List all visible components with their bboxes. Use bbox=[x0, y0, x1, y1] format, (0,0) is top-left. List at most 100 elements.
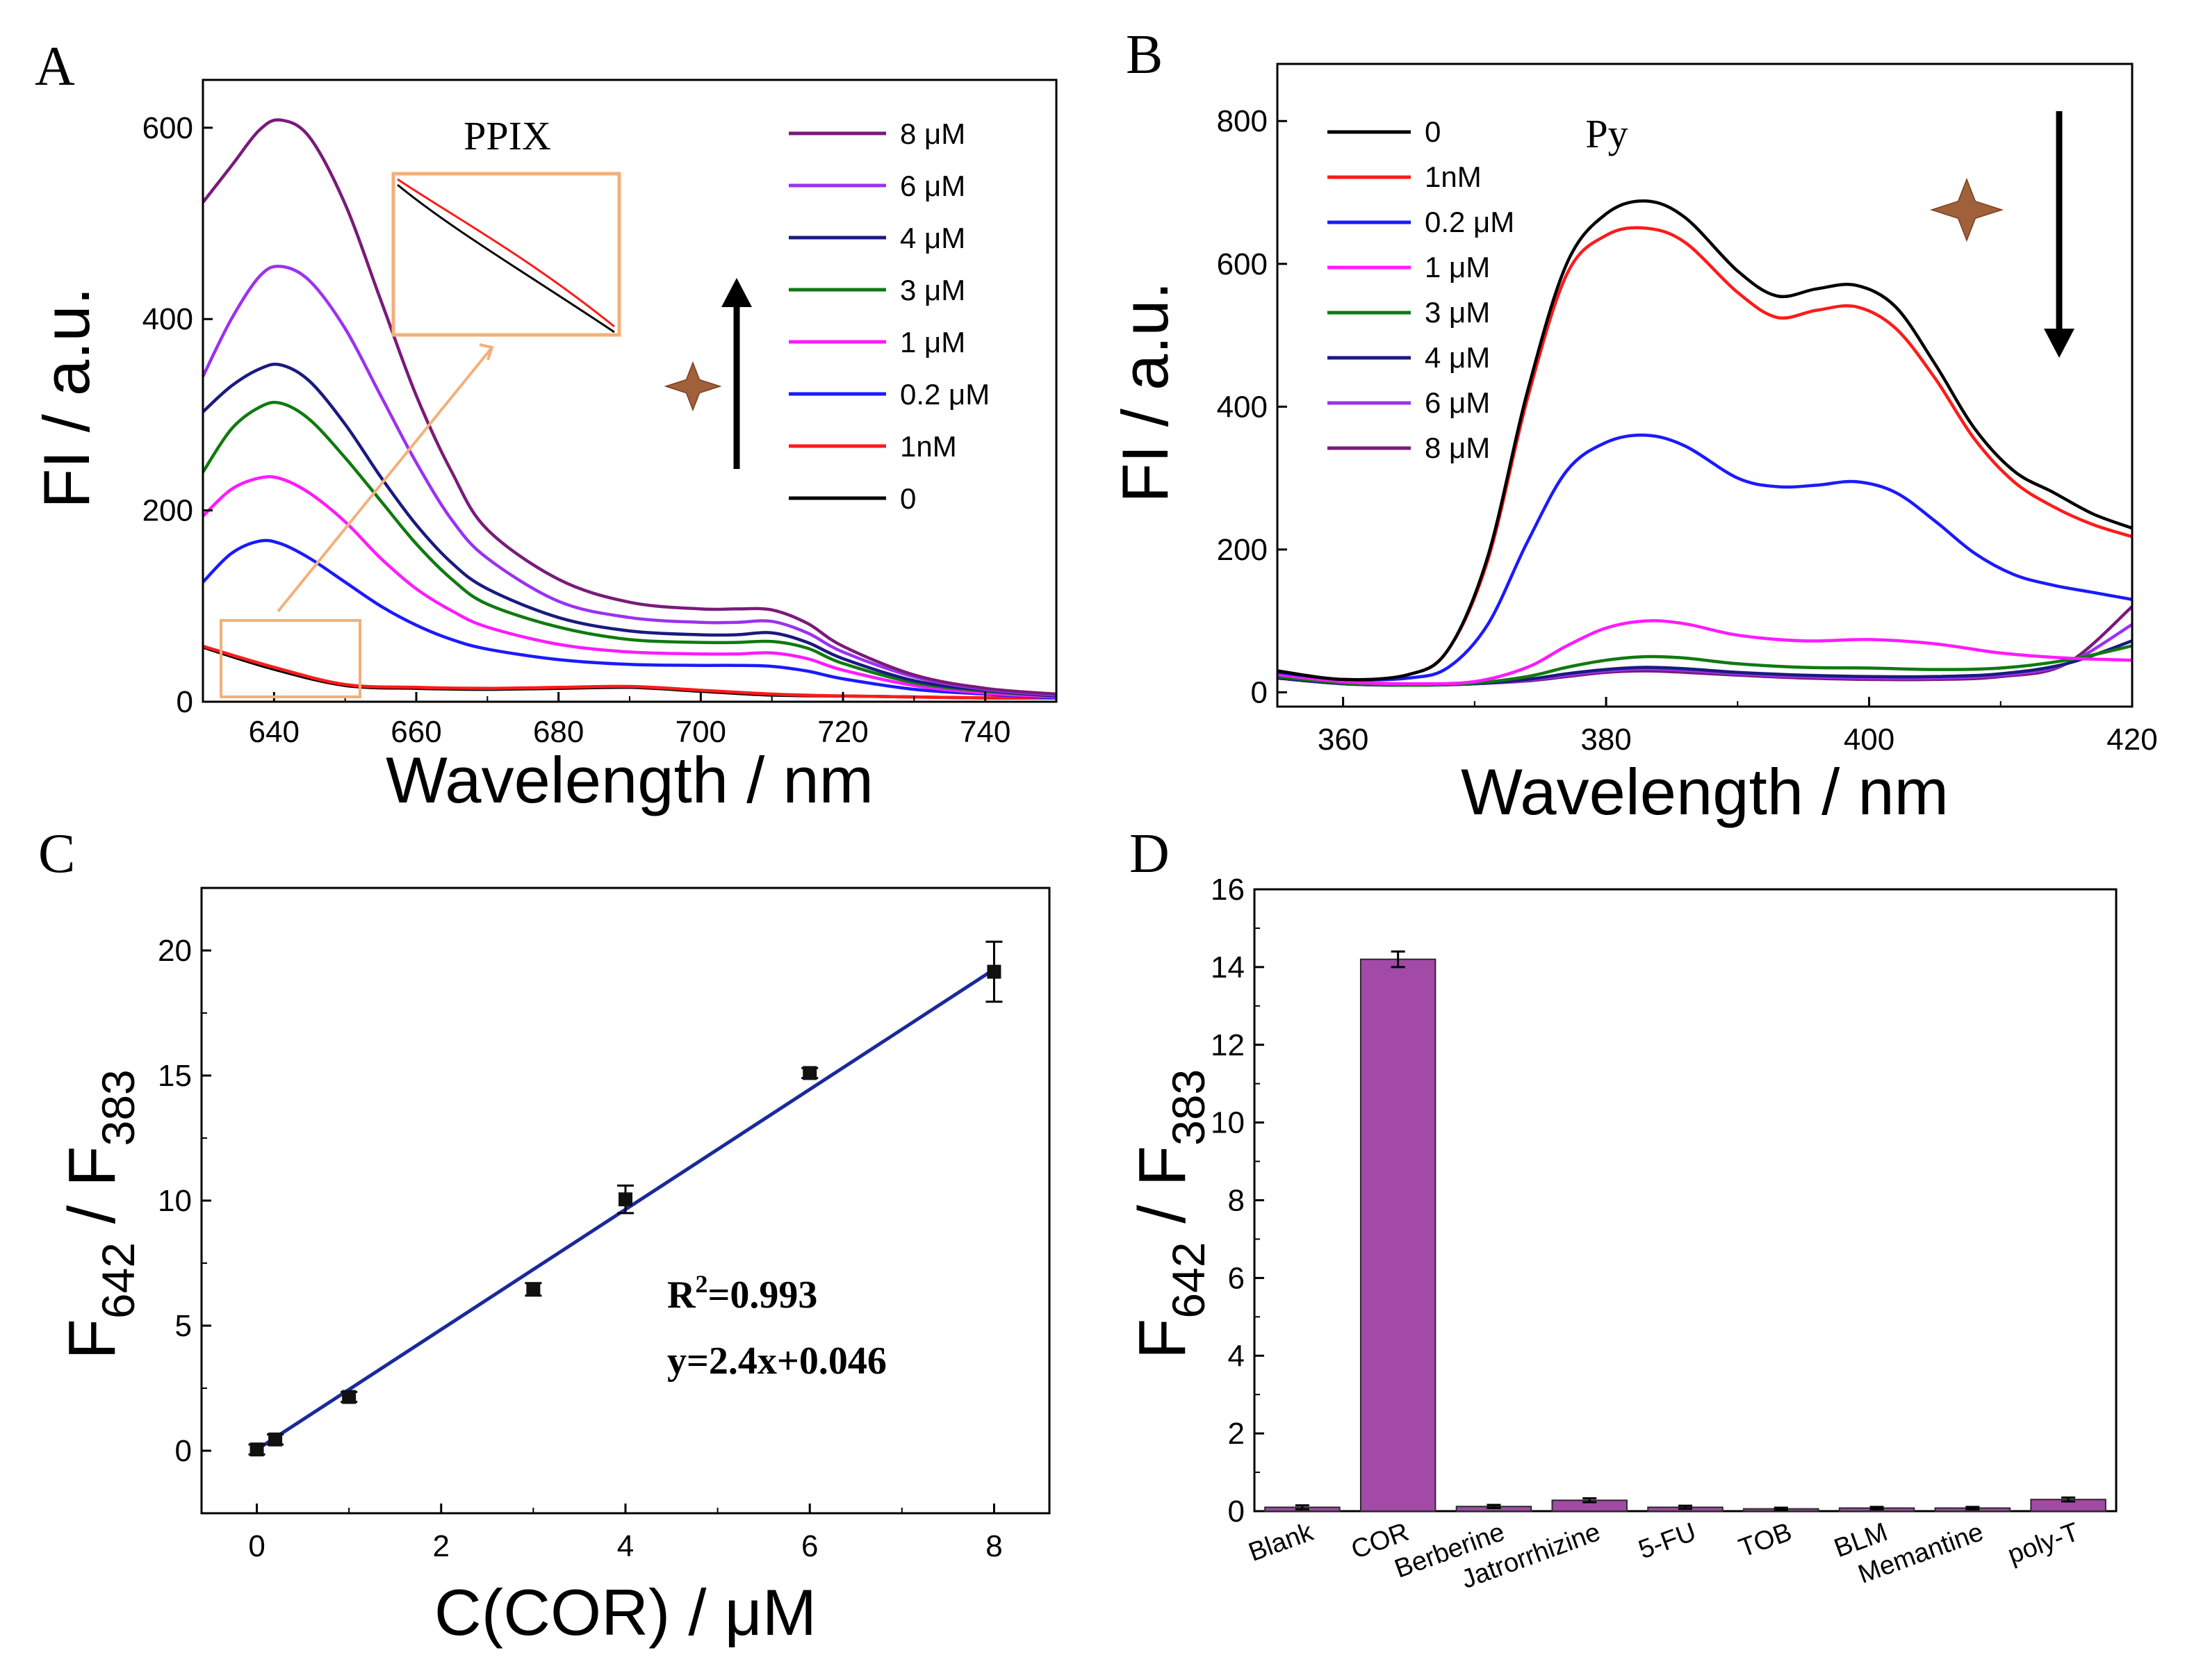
panel-a-legend-label-8: 0 bbox=[900, 482, 916, 515]
panel-c-y-axis-title-part-3: / F bbox=[55, 1146, 129, 1242]
panel-b-series-line-1 bbox=[1277, 199, 2133, 682]
panel-a-series-line-2 bbox=[201, 265, 1057, 697]
panel-b-title: Py bbox=[1585, 111, 1628, 156]
panel-b-y-tick-label-3: 400 bbox=[1217, 390, 1268, 424]
panel-b-legend-label-3: 0.2 μM bbox=[1425, 206, 1514, 238]
panel-a-star-icon bbox=[664, 361, 722, 412]
panel-a-y-tick-label-3: 400 bbox=[142, 302, 193, 336]
panel-c-x-axis-title: C(COR) / μM bbox=[434, 1576, 817, 1649]
panel-c-r-squared-superscript: 2 bbox=[695, 1270, 707, 1298]
panel-a-legend-label-3: 4 μM bbox=[900, 222, 965, 254]
panel-a-y-axis-title: FI / a.u. bbox=[30, 287, 103, 509]
panel-d-y-tick-label-3: 4 bbox=[1228, 1339, 1245, 1373]
panel-b-x-tick-label-3: 400 bbox=[1844, 723, 1894, 757]
panel-d-y-axis-title: F642 / F383 bbox=[1125, 1069, 1214, 1360]
panel-a-x-axis-title: Wavelength / nm bbox=[386, 743, 874, 816]
panel-b-plot-frame bbox=[1276, 63, 2134, 708]
panel-b-legend-label-7: 6 μM bbox=[1425, 386, 1490, 419]
panel-letter-d: D bbox=[1129, 823, 1170, 884]
panel-d-category-label-6: TOB bbox=[1735, 1517, 1796, 1563]
panel-a-legend-label-4: 3 μM bbox=[900, 274, 965, 306]
panel-a-x-tick-label-6: 740 bbox=[960, 715, 1010, 749]
panel-a-x-tick-label-1: 640 bbox=[249, 715, 300, 749]
panel-a-inset-line-1nm bbox=[397, 178, 615, 328]
panel-d-y-tick-label-2: 2 bbox=[1228, 1417, 1245, 1451]
panel-b-x-axis-title: Wavelength / nm bbox=[1461, 755, 1949, 828]
panel-c-data-point-7 bbox=[987, 964, 1001, 979]
panel-a-x-tick-label-5: 720 bbox=[817, 715, 868, 749]
panel-a-x-tick-label-4: 700 bbox=[676, 715, 726, 749]
panel-d-y-tick-label-5: 8 bbox=[1228, 1184, 1245, 1218]
panel-c-y-tick-label-1: 0 bbox=[175, 1434, 192, 1468]
panel-c-r-squared-value: =0.993 bbox=[707, 1274, 817, 1317]
panel-a-series-line-4 bbox=[202, 400, 1057, 698]
panel-a-legend-label-6: 0.2 μM bbox=[900, 378, 990, 411]
panel-b-y-tick-label-1: 0 bbox=[1251, 675, 1268, 709]
panel-c-y-axis-title: F642 / F383 bbox=[55, 1069, 144, 1360]
panel-c-data-point-6 bbox=[803, 1066, 817, 1080]
panel-b-legend-label-6: 4 μM bbox=[1425, 341, 1490, 374]
panel-d-y-tick-label-4: 6 bbox=[1228, 1261, 1245, 1295]
panel-d-y-axis-title-part-2: 642 bbox=[1163, 1242, 1214, 1319]
panel-a-chart: 640 660 680 700 720 740 0 200 400 600 Wavelength /… bbox=[30, 79, 1058, 816]
panel-d-y-axis-title-part-1: F bbox=[1125, 1319, 1200, 1360]
panel-a-x-tick-label-2: 660 bbox=[391, 715, 441, 749]
panel-b-arrow-head bbox=[2044, 329, 2074, 358]
panel-letter-a: A bbox=[35, 36, 75, 97]
panel-a-series-line-3 bbox=[202, 362, 1057, 698]
panel-letter-c: C bbox=[38, 823, 75, 884]
panel-a-series-line-5 bbox=[202, 475, 1057, 699]
panel-c-r-squared-symbol: R bbox=[667, 1274, 696, 1317]
panel-c-data-point-1 bbox=[249, 1442, 264, 1457]
panel-d-category-label-1: Blank bbox=[1245, 1517, 1318, 1567]
panel-a-title: PPIX bbox=[464, 113, 551, 158]
panel-c-chart: 0 2 4 6 805101520R2=0.993y=2.4x+0.046C(COR) … bbox=[55, 887, 1051, 1649]
panel-c-r-squared-text: R2=0.993 bbox=[667, 1270, 817, 1317]
panel-b-series-line-4 bbox=[1277, 619, 2133, 686]
panel-c-data-point-3 bbox=[342, 1390, 357, 1404]
panel-b-x-tick-label-4: 420 bbox=[2106, 723, 2157, 757]
panel-b-chart: 360 380 400 420 0 200 400 600 800 Wavelength / nm… bbox=[1108, 63, 2158, 828]
panel-b-series-line-3 bbox=[1277, 434, 2133, 682]
panel-d-y-tick-label-8: 14 bbox=[1211, 950, 1245, 985]
panel-b-legend-label-5: 3 μM bbox=[1425, 296, 1490, 329]
panel-a-legend-label-2: 6 μM bbox=[900, 170, 965, 202]
panel-b-legend-label-1: 0 bbox=[1425, 115, 1441, 148]
panel-d-bar-2 bbox=[1359, 958, 1436, 1512]
panel-b-series-line-2 bbox=[1277, 226, 2133, 682]
panel-c-x-tick-label-1: 0 bbox=[248, 1529, 265, 1563]
panel-c-y-tick-label-4: 15 bbox=[158, 1059, 192, 1093]
panel-d-y-tick-label-6: 10 bbox=[1211, 1106, 1245, 1140]
panel-c-data-point-5 bbox=[619, 1192, 632, 1207]
panel-a-y-tick-label-4: 600 bbox=[142, 111, 193, 145]
panel-b-legend-label-4: 1 μM bbox=[1425, 251, 1490, 283]
panel-a-y-tick-label-1: 0 bbox=[177, 685, 193, 719]
panel-d-y-axis-title-part-3: / F bbox=[1125, 1146, 1200, 1242]
panel-a-arrow-head bbox=[721, 278, 752, 307]
panel-b-x-tick-label-1: 360 bbox=[1318, 723, 1368, 757]
panel-c-data-point-4 bbox=[526, 1282, 541, 1296]
panel-b-legend-label-2: 1nM bbox=[1425, 160, 1482, 193]
panel-a-zoom-connector-line bbox=[277, 346, 493, 613]
panel-c-y-axis-title-part-4: 383 bbox=[92, 1069, 144, 1146]
panel-d-y-tick-label-7: 12 bbox=[1211, 1028, 1245, 1062]
panel-b-y-tick-label-5: 800 bbox=[1217, 104, 1268, 138]
panel-b-y-tick-label-4: 600 bbox=[1217, 247, 1268, 281]
panel-a-zoom-region-box bbox=[220, 619, 361, 698]
panel-c-x-tick-label-2: 2 bbox=[433, 1529, 450, 1563]
panel-b-x-tick-label-2: 380 bbox=[1580, 723, 1631, 757]
panel-a-series-line-1 bbox=[202, 118, 1057, 696]
panel-b-y-tick-label-2: 200 bbox=[1217, 533, 1268, 567]
panel-c-y-axis-title-part-1: F bbox=[55, 1319, 129, 1360]
panel-c-y-tick-label-5: 20 bbox=[158, 934, 192, 968]
panel-c-x-tick-label-4: 6 bbox=[801, 1529, 818, 1563]
panel-d-category-label-5: 5-FU bbox=[1635, 1517, 1700, 1565]
panel-a-x-tick-label-3: 680 bbox=[533, 715, 584, 749]
panel-c-x-tick-label-5: 8 bbox=[985, 1529, 1002, 1563]
panel-c-y-tick-label-3: 10 bbox=[158, 1184, 192, 1218]
panel-b-legend-label-8: 8 μM bbox=[1425, 431, 1490, 464]
panel-c-data-point-2 bbox=[268, 1432, 283, 1447]
panel-c-equation-text: y=2.4x+0.046 bbox=[667, 1340, 887, 1383]
